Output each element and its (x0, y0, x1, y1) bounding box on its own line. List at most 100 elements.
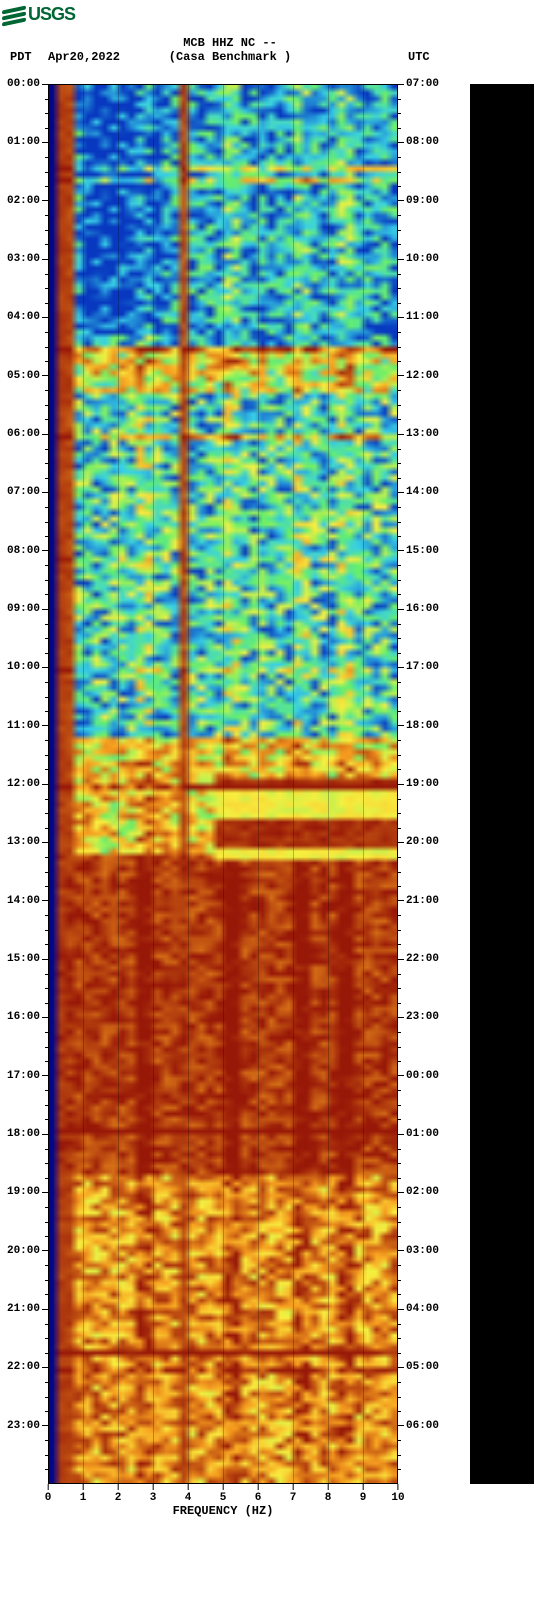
ytick-left-label: 07:00 (5, 486, 42, 498)
ytick-right-label: 23:00 (404, 1011, 441, 1023)
ytick-left: 13:00 (5, 836, 48, 848)
ytick-left-label: 08:00 (5, 545, 42, 557)
ytick-left-label: 03:00 (5, 253, 42, 265)
ytick-right-label: 01:00 (404, 1128, 441, 1140)
ytick-right: 09:00 (398, 195, 441, 207)
ytick-right: 07:00 (398, 78, 441, 90)
ytick-left: 06:00 (5, 428, 48, 440)
ytick-right: 04:00 (398, 1303, 441, 1315)
ytick-left-label: 19:00 (5, 1186, 42, 1198)
ytick-right: 23:00 (398, 1011, 441, 1023)
xtick-label: 6 (255, 1492, 262, 1504)
xtick: 2 (115, 1484, 122, 1504)
ytick-left-label: 11:00 (5, 720, 42, 732)
ytick-right-label: 03:00 (404, 1245, 441, 1257)
ytick-right-label: 14:00 (404, 486, 441, 498)
xtick: 8 (325, 1484, 332, 1504)
plot-subtitle: (Casa Benchmark ) (0, 50, 460, 64)
ytick-right-label: 10:00 (404, 253, 441, 265)
ytick-left-label: 10:00 (5, 661, 42, 673)
ytick-right-label: 00:00 (404, 1070, 441, 1082)
xtick-label: 1 (80, 1492, 87, 1504)
ytick-left: 10:00 (5, 661, 48, 673)
ytick-right: 01:00 (398, 1128, 441, 1140)
ytick-right-label: 04:00 (404, 1303, 441, 1315)
xtick-label: 4 (185, 1492, 192, 1504)
ytick-left-label: 00:00 (5, 78, 42, 90)
xtick-label: 3 (150, 1492, 157, 1504)
xtick-label: 5 (220, 1492, 227, 1504)
ytick-left-label: 13:00 (5, 836, 42, 848)
ytick-left: 23:00 (5, 1420, 48, 1432)
ytick-left-label: 01:00 (5, 136, 42, 148)
usgs-wave-icon (2, 7, 26, 23)
ytick-left: 12:00 (5, 778, 48, 790)
ytick-right: 15:00 (398, 545, 441, 557)
ytick-right-label: 12:00 (404, 370, 441, 382)
ytick-right-label: 09:00 (404, 195, 441, 207)
ytick-right-label: 16:00 (404, 603, 441, 615)
ytick-right: 05:00 (398, 1361, 441, 1373)
spectrogram-canvas (48, 84, 398, 1484)
ytick-right: 14:00 (398, 486, 441, 498)
ytick-left-label: 04:00 (5, 311, 42, 323)
ytick-left-label: 09:00 (5, 603, 42, 615)
ytick-left-label: 12:00 (5, 778, 42, 790)
ytick-left: 01:00 (5, 136, 48, 148)
usgs-logo-text: USGS (28, 4, 75, 25)
xtick-label: 2 (115, 1492, 122, 1504)
y-axis-right-utc: 07:0008:0009:0010:0011:0012:0013:0014:00… (398, 84, 448, 1484)
ytick-right: 17:00 (398, 661, 441, 673)
y-axis-left-pdt: 00:0001:0002:0003:0004:0005:0006:0007:00… (0, 84, 48, 1484)
ytick-right: 00:00 (398, 1070, 441, 1082)
ytick-right: 21:00 (398, 895, 441, 907)
ytick-right: 13:00 (398, 428, 441, 440)
ytick-left-label: 22:00 (5, 1361, 42, 1373)
xtick-label: 0 (45, 1492, 52, 1504)
ytick-left: 21:00 (5, 1303, 48, 1315)
ytick-left: 07:00 (5, 486, 48, 498)
ytick-right-label: 20:00 (404, 836, 441, 848)
xtick: 4 (185, 1484, 192, 1504)
xtick: 10 (391, 1484, 404, 1504)
tz-right-label: UTC (408, 50, 430, 64)
ytick-left: 02:00 (5, 195, 48, 207)
ytick-right-label: 15:00 (404, 545, 441, 557)
page-root: USGS MCB HHZ NC -- PDT Apr20,2022 (Casa … (0, 0, 552, 1613)
ytick-right-label: 19:00 (404, 778, 441, 790)
ytick-right-label: 13:00 (404, 428, 441, 440)
ytick-left: 00:00 (5, 78, 48, 90)
ytick-left: 03:00 (5, 253, 48, 265)
ytick-left: 08:00 (5, 545, 48, 557)
ytick-left-label: 17:00 (5, 1070, 42, 1082)
ytick-left: 05:00 (5, 370, 48, 382)
ytick-left-label: 16:00 (5, 1011, 42, 1023)
ytick-right-label: 07:00 (404, 78, 441, 90)
ytick-right-label: 08:00 (404, 136, 441, 148)
ytick-right: 20:00 (398, 836, 441, 848)
ytick-right: 16:00 (398, 603, 441, 615)
ytick-right: 06:00 (398, 1420, 441, 1432)
ytick-left-label: 18:00 (5, 1128, 42, 1140)
colorbar (470, 84, 534, 1484)
ytick-right: 03:00 (398, 1245, 441, 1257)
xtick: 3 (150, 1484, 157, 1504)
usgs-logo: USGS (2, 4, 75, 25)
ytick-right-label: 05:00 (404, 1361, 441, 1373)
ytick-left-label: 20:00 (5, 1245, 42, 1257)
ytick-right-label: 11:00 (404, 311, 441, 323)
xtick: 5 (220, 1484, 227, 1504)
ytick-right: 02:00 (398, 1186, 441, 1198)
ytick-left: 19:00 (5, 1186, 48, 1198)
ytick-right-label: 18:00 (404, 720, 441, 732)
ytick-left: 16:00 (5, 1011, 48, 1023)
ytick-right: 10:00 (398, 253, 441, 265)
ytick-left-label: 14:00 (5, 895, 42, 907)
ytick-left: 18:00 (5, 1128, 48, 1140)
ytick-right: 22:00 (398, 953, 441, 965)
ytick-left: 20:00 (5, 1245, 48, 1257)
xtick-label: 7 (290, 1492, 297, 1504)
ytick-left: 17:00 (5, 1070, 48, 1082)
ytick-left-label: 21:00 (5, 1303, 42, 1315)
ytick-left: 04:00 (5, 311, 48, 323)
